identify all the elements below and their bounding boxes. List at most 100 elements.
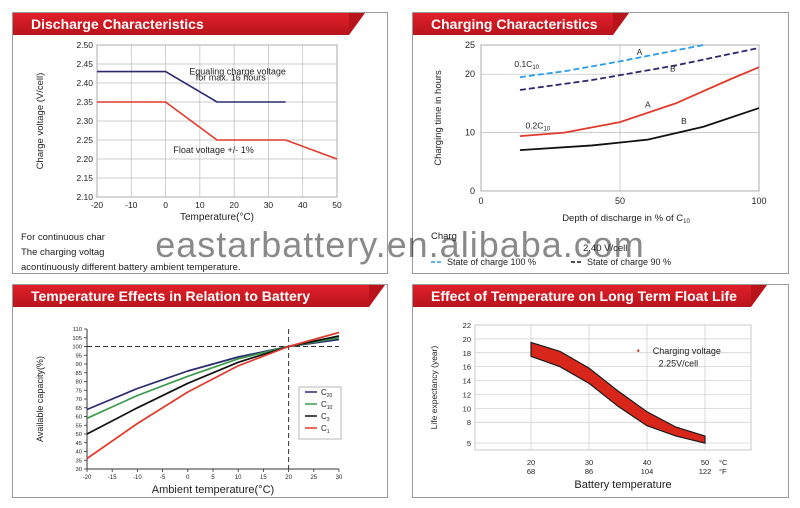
- y-tick-label: 110: [73, 327, 82, 333]
- y-tick-label: 2.10: [76, 192, 93, 202]
- y-tick-label: 35: [76, 458, 82, 464]
- series-line-0: [519, 44, 704, 79]
- charging-chart: 0 50 100 0 10 20 25 A B A B 0.1C10 0.2C10 Depth of di…: [431, 40, 767, 267]
- x-tick-label: -20: [91, 200, 104, 210]
- y-tick-label: 40: [76, 450, 82, 456]
- charging-note-2: 2.40 V/cell: [583, 243, 628, 254]
- x-tick-label: 40: [298, 200, 308, 210]
- x-axis-label: Ambient temperature(°C): [152, 484, 274, 496]
- y-tick-label: 2.15: [76, 173, 93, 183]
- y-tick-label: 65: [76, 406, 82, 412]
- y-tick-label: 20: [465, 69, 475, 79]
- x-tick-label: 25: [310, 475, 317, 481]
- series-line-2: [519, 66, 760, 138]
- y-tick-label: 22: [463, 321, 471, 330]
- series-line-3: [519, 107, 760, 152]
- x-tick-label: 5: [211, 475, 215, 481]
- x-tick-label: 10: [235, 475, 242, 481]
- annotation: Float voltage +/- 1%: [173, 145, 253, 155]
- annotation: A: [645, 99, 651, 109]
- y-axis-label: Available capacity(%): [35, 356, 45, 442]
- y-tick-label: 95: [76, 353, 82, 359]
- x-tick-label: 0: [163, 200, 168, 210]
- annotation: B: [670, 63, 676, 73]
- charging-title: Charging Characteristics: [413, 13, 629, 35]
- unit-f: °F: [719, 467, 727, 476]
- x-tick-label: 100: [751, 196, 766, 206]
- float-life-chart: 5810121416182022206830864010450122°C°FCh…: [429, 321, 752, 491]
- y-tick-label: 12: [463, 390, 471, 399]
- annotation: Charging voltage: [653, 346, 721, 356]
- discharge-chart: -20 -10 0 10 20 30 40 50 2.10 2.15 2.20 2.25 2.30 2.3…: [35, 40, 342, 223]
- series-line-1: [519, 47, 760, 91]
- unit-c: °C: [719, 458, 728, 467]
- charging-note-1: Charg: [431, 231, 457, 242]
- float-life-panel: Effect of Temperature on Long Term Float…: [412, 284, 789, 498]
- y-tick-label: 60: [76, 415, 82, 421]
- x-tick-label: -10: [133, 475, 142, 481]
- series-line-3: [86, 331, 340, 460]
- y-tick-label: 18: [463, 349, 471, 358]
- life-band: [530, 341, 706, 444]
- x-axis-label: Depth of discharge in % of C10: [562, 213, 690, 225]
- annotation-marker: [637, 349, 640, 352]
- series-line-0: [97, 70, 286, 103]
- x-tick-label-f: 104: [641, 467, 654, 476]
- charging-panel: Charging Characteristics 0 50 100 0 10 20 25 A B…: [412, 12, 789, 274]
- legend-label: C3: [321, 412, 330, 423]
- x-tick-label: 20: [285, 475, 292, 481]
- y-tick-label: 25: [465, 40, 475, 50]
- y-tick-label: 5: [467, 439, 471, 448]
- y-tick-label: 2.35: [76, 97, 93, 107]
- x-tick-label: 50: [615, 196, 625, 206]
- y-tick-label: 2.40: [76, 78, 93, 88]
- discharge-note-2: The charging voltag: [21, 247, 105, 258]
- x-tick-label: 15: [260, 475, 267, 481]
- x-tick-label: -10: [125, 200, 138, 210]
- legend-label: State of charge 100 %: [447, 257, 536, 267]
- annotation: Equaling charge voltage: [189, 67, 286, 77]
- annotation: A: [637, 47, 643, 57]
- x-tick-label: 0: [186, 475, 190, 481]
- annotation: for max. 16 hours: [196, 72, 267, 82]
- float-life-title: Effect of Temperature on Long Term Float…: [413, 285, 767, 307]
- y-tick-label: 8: [467, 418, 471, 427]
- y-tick-label: 2.20: [76, 154, 93, 164]
- discharge-panel: Discharge Characteristics -20 -10 0 10 20 30 4…: [12, 12, 388, 274]
- x-tick-label: -15: [108, 475, 117, 481]
- x-axis-label: Temperature(°C): [180, 212, 254, 223]
- y-axis-label: Charge voltage (V/cell): [35, 73, 46, 170]
- y-tick-label: 55: [76, 423, 82, 429]
- y-tick-label: 10: [463, 404, 471, 413]
- legend-label: State of charge 90 %: [587, 257, 671, 267]
- legend-label: C20: [321, 388, 333, 399]
- temperature-capacity-title: Temperature Effects in Relation to Batte…: [13, 285, 385, 326]
- x-tick-label: 30: [336, 475, 343, 481]
- y-tick-label: 45: [76, 441, 82, 447]
- annotation: 2.25V/cell: [659, 359, 699, 369]
- y-tick-label: 2.45: [76, 59, 93, 69]
- legend-label: C1: [321, 424, 330, 435]
- y-tick-label: 70: [76, 397, 82, 403]
- legend-label: C10: [321, 400, 333, 411]
- y-axis-label: Life expectancy (year): [429, 346, 439, 430]
- y-tick-label: 50: [76, 432, 82, 438]
- y-tick-label: 85: [76, 371, 82, 377]
- y-tick-label: 0: [470, 186, 475, 196]
- x-tick-label-f: 122: [699, 467, 712, 476]
- x-tick-label: 20: [229, 200, 239, 210]
- y-tick-label: 90: [76, 362, 82, 368]
- x-tick-label: -5: [160, 475, 166, 481]
- discharge-note-3: acontinuously different battery ambient …: [21, 262, 241, 273]
- discharge-title: Discharge Characteristics: [13, 13, 365, 35]
- x-tick-label: -20: [83, 475, 92, 481]
- x-tick-label-c: 50: [701, 458, 709, 467]
- annotation: 0.1C10: [514, 59, 539, 71]
- y-tick-label: 75: [76, 388, 82, 394]
- y-axis-label: Charging time in hours: [433, 70, 444, 166]
- legend-box: [298, 386, 342, 440]
- discharge-note-1: For continuous char: [21, 232, 105, 243]
- x-tick-label-c: 20: [527, 458, 535, 467]
- y-tick-label: 2.50: [76, 40, 93, 50]
- y-tick-label: 30: [76, 467, 82, 473]
